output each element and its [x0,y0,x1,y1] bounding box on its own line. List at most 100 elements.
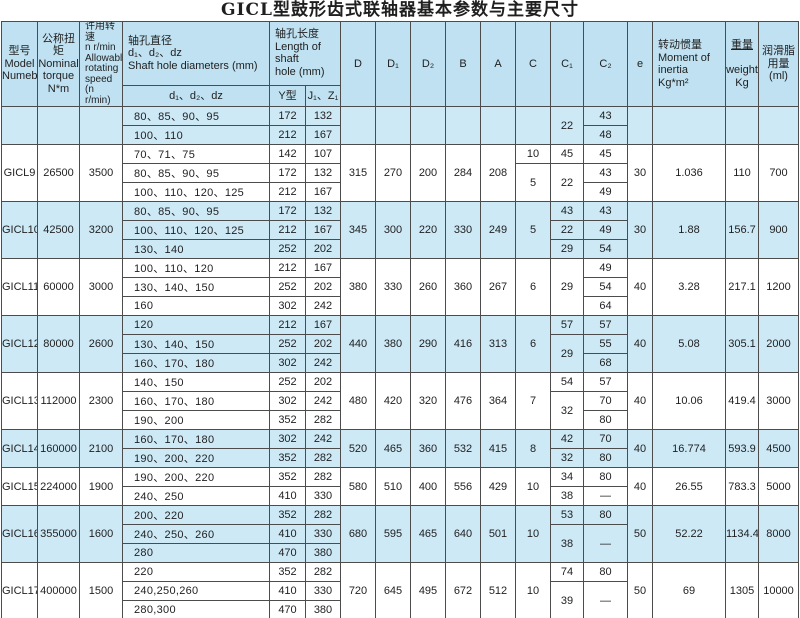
speed-cell: 2600 [79,315,123,373]
D-cell: 580 [340,467,376,506]
inertia-cell: 10.06 [652,372,726,430]
parameters-table: 型号 Model Numeber 公称扭矩 Nominal torque N*m… [1,21,799,618]
model-cell: GICL15 [1,467,38,506]
C1-cell: 29 [550,239,584,259]
table-row: 130、140、150 252 202 29 55 [2,334,799,373]
C2-cell: 49 [583,258,628,278]
shaft-diameters-cell: 200、220 [122,505,270,525]
B-cell: 360 [445,258,481,316]
col-header-weight: 重量 weight Kg [725,21,759,107]
y-length-cell: 212 [269,258,306,278]
y-length-cell: 470 [269,600,306,618]
e-cell: 40 [627,258,653,316]
table-row: 100、110、120、125 212 167 22 49 [2,220,799,240]
table-row: 160 302 242 64 [2,296,799,316]
table-row: 280,300 470 380 [2,600,799,618]
A-cell: 249 [480,201,516,259]
table-row: 100、110 212 167 48 [2,125,799,145]
shaft-diameters-cell: 130、140、150 [122,277,270,297]
weight-cell: 156.7 [725,201,759,259]
D2-cell: 360 [410,429,446,468]
inertia-cell: 26.55 [652,467,726,506]
speed-cell: 1900 [79,467,123,506]
torque-cell: 400000 [37,562,80,618]
jz-length-cell: 132 [305,163,341,183]
col-subheader-y-type: Y型 [269,84,306,108]
C1-cell: 29 [550,258,584,316]
inertia-cell: 1.036 [652,144,726,202]
weight-cell: 783.3 [725,467,759,506]
D2-cell [410,106,446,145]
B-cell [445,106,481,145]
D2-cell: 465 [410,505,446,563]
torque-cell [37,106,80,145]
torque-cell: 42500 [37,201,80,259]
y-length-cell: 302 [269,353,306,373]
e-cell [627,106,653,145]
C1-cell: 53 [550,505,584,525]
jz-length-cell: 202 [305,239,341,259]
jz-length-cell: 167 [305,258,341,278]
e-cell: 40 [627,467,653,506]
col-header-C1: C₁ [550,21,584,107]
A-cell: 208 [480,144,516,202]
shaft-diameters-cell: 280,300 [122,600,270,618]
table-row: 160、170、180 302 242 68 [2,353,799,373]
model-cell: GICL16 [1,505,38,563]
torque-cell: 224000 [37,467,80,506]
jz-length-cell: 242 [305,429,341,449]
speed-cell: 3500 [79,144,123,202]
y-length-cell: 212 [269,125,306,145]
C1-cell: 34 [550,467,584,487]
C-cell: 7 [515,372,551,430]
C1-cell: 74 [550,562,584,582]
jz-length-cell: 380 [305,600,341,618]
C1-cell: 42 [550,429,584,449]
C-cell: 8 [515,429,551,468]
shaft-diameters-cell: 100、110、120、125 [122,220,270,240]
e-cell: 30 [627,144,653,202]
torque-cell: 112000 [37,372,80,430]
speed-cell: 1600 [79,505,123,563]
C2-cell: 45 [583,144,628,164]
y-length-cell: 172 [269,201,306,221]
jz-length-cell: 282 [305,467,341,487]
col-header-shaft-diameters: 轴孔直径 d₁、d₂、dz Shaft hole diameters (mm) [122,21,270,86]
jz-length-cell: 282 [305,562,341,582]
A-cell: 313 [480,315,516,373]
C2-cell: 57 [583,315,628,335]
A-cell: 267 [480,258,516,316]
C1-cell: 29 [550,334,584,373]
D1-cell: 300 [375,201,411,259]
y-length-cell: 352 [269,505,306,525]
C-cell: 10 [515,467,551,506]
shaft-diameters-cell: 190、200、220 [122,448,270,468]
y-length-cell: 352 [269,562,306,582]
y-length-cell: 302 [269,429,306,449]
jz-length-cell: 167 [305,125,341,145]
y-length-cell: 302 [269,296,306,316]
e-cell: 30 [627,201,653,259]
jz-length-cell: 242 [305,391,341,411]
D1-cell: 465 [375,429,411,468]
C1-cell: 38 [550,524,584,563]
A-cell: 415 [480,429,516,468]
weight-cell [725,106,759,145]
D-cell: 480 [340,372,376,430]
header-row-main: 型号 Model Numeber 公称扭矩 Nominal torque N*m… [1,21,799,107]
table-row: 160、170、180 302 242 32 70 [2,391,799,430]
jz-length-cell: 167 [305,182,341,202]
shaft-diameters-cell: 120 [122,315,270,335]
D1-cell: 510 [375,467,411,506]
C2-cell: — [583,486,628,506]
A-cell: 501 [480,505,516,563]
grease-cell: 3000 [758,372,799,430]
D-cell: 440 [340,315,376,373]
col-subheader-jz: J₁、Z₁ [305,84,341,108]
B-cell: 672 [445,562,481,618]
speed-cell: 2300 [79,372,123,430]
shaft-diameters-cell: 160、170、180 [122,429,270,449]
weight-label-cn: 重量 [731,39,753,51]
y-length-cell: 352 [269,467,306,487]
